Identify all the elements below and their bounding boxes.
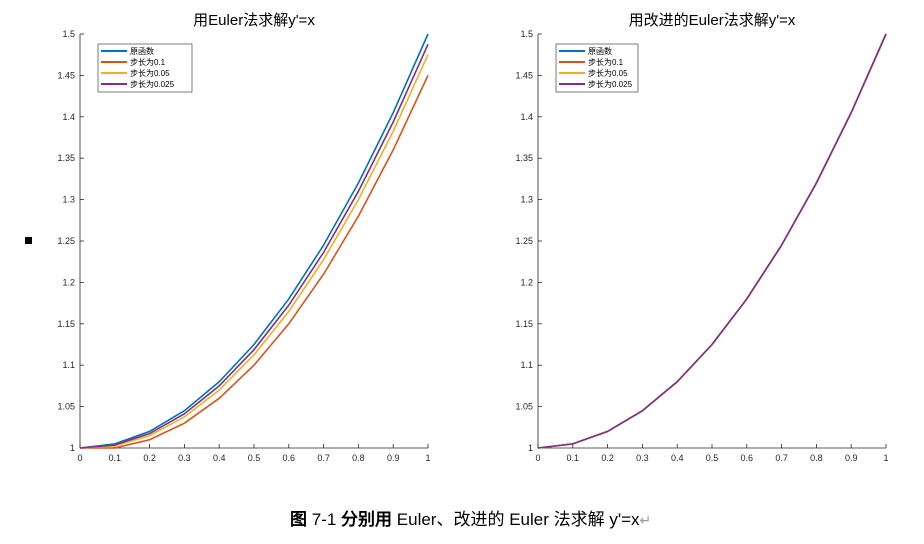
legend-label: 步长为0.05 [130, 68, 170, 78]
series-line-4 [79, 44, 429, 449]
x-tick-label: 0.3 [178, 453, 191, 463]
series-line-3 [79, 54, 429, 449]
legend-label: 步长为0.025 [130, 79, 175, 89]
x-tick-label: 0.3 [636, 453, 649, 463]
y-tick-label: 1.5 [62, 29, 75, 39]
figure: 0 0.1 0.2 0.3 0.4 0.5 0.6 0.7 0.8 0.9 1 1 1.05 1.1 1.1… [57, 12, 888, 463]
x-ticks: 0 0.1 0.2 0.3 0.4 0.5 0.6 0.7 0.8 0.9 1 [77, 444, 431, 463]
legend-label: 步长为0.025 [588, 79, 633, 89]
x-tick-label: 0.8 [352, 453, 365, 463]
x-tick-label: 0 [77, 453, 82, 463]
y-tick-label: 1.5 [520, 29, 533, 39]
chart-2: 0 0.1 0.2 0.3 0.4 0.5 0.6 0.7 0.8 0.9 1 1 1.05 1.1 1.1… [515, 12, 888, 463]
x-tick-label: 0.1 [109, 453, 122, 463]
legend-label: 步长为0.1 [130, 57, 166, 67]
legend-label: 原函数 [130, 46, 154, 56]
y-tick-label: 1.05 [515, 402, 533, 412]
x-tick-label: 0.2 [601, 453, 614, 463]
return-mark-icon: ↵ [639, 512, 652, 528]
caption-number: 7-1 [311, 510, 337, 529]
y-tick-label: 1.45 [57, 70, 75, 80]
legend-label: 步长为0.1 [588, 57, 624, 67]
x-tick-label: 0.9 [387, 453, 400, 463]
y-tick-label: 1.4 [62, 112, 75, 122]
x-tick-label: 0.8 [810, 453, 823, 463]
x-tick-label: 0.5 [706, 453, 719, 463]
x-tick-label: 0.2 [143, 453, 156, 463]
chart-title: 用改进的Euler法求解y'=x [629, 12, 796, 29]
x-tick-label: 0.7 [775, 453, 788, 463]
chart-1: 0 0.1 0.2 0.3 0.4 0.5 0.6 0.7 0.8 0.9 1 1 1.05 1.1 1.1… [57, 12, 430, 463]
x-tick-label: 0.4 [671, 453, 684, 463]
y-tick-label: 1.2 [520, 277, 533, 287]
x-tick-label: 0.9 [845, 453, 858, 463]
bullet-marker [25, 237, 32, 244]
x-tick-label: 0.4 [213, 453, 226, 463]
y-tick-label: 1.15 [57, 319, 75, 329]
x-tick-label: 1 [883, 453, 888, 463]
y-tick-label: 1.25 [515, 236, 533, 246]
legend-label: 原函数 [588, 46, 612, 56]
series-line-3 [537, 33, 887, 449]
y-tick-label: 1.05 [57, 402, 75, 412]
y-tick-label: 1.15 [515, 319, 533, 329]
y-tick-label: 1.25 [57, 236, 75, 246]
y-tick-label: 1.35 [57, 153, 75, 163]
y-tick-label: 1.3 [62, 195, 75, 205]
y-tick-label: 1.45 [515, 70, 533, 80]
caption-text: Euler、改进的 Euler 法求解 y'=x [396, 510, 640, 529]
figure-caption: 图 7-1 分别用 Euler、改进的 Euler 法求解 y'=x↵ [290, 505, 890, 530]
y-tick-label: 1.2 [62, 277, 75, 287]
series-line-4 [537, 33, 887, 449]
x-tick-label: 0.6 [283, 453, 296, 463]
series-line-1 [79, 33, 429, 449]
y-tick-label: 1.1 [520, 360, 533, 370]
y-tick-label: 1.1 [62, 360, 75, 370]
series-line-2 [80, 75, 429, 449]
series-line-2 [537, 33, 887, 449]
y-tick-label: 1.3 [520, 195, 533, 205]
caption-bold-text: 分别用 [341, 510, 393, 529]
chart-title: 用Euler法求解y'=x [193, 12, 315, 29]
x-tick-label: 0.1 [567, 453, 580, 463]
x-tick-label: 1 [425, 453, 430, 463]
legend-label: 步长为0.05 [588, 68, 628, 78]
x-tick-label: 0 [535, 453, 540, 463]
x-tick-label: 0.7 [317, 453, 330, 463]
x-tick-label: 0.6 [741, 453, 754, 463]
y-tick-label: 1 [70, 443, 75, 453]
y-tick-label: 1 [528, 443, 533, 453]
x-tick-label: 0.5 [248, 453, 261, 463]
x-ticks: 0 0.1 0.2 0.3 0.4 0.5 0.6 0.7 0.8 0.9 1 [535, 444, 889, 463]
y-tick-label: 1.35 [515, 153, 533, 163]
series-line-1 [537, 33, 887, 449]
y-tick-label: 1.4 [520, 112, 533, 122]
caption-label: 图 [290, 510, 307, 529]
y-ticks: 1 1.05 1.1 1.15 1.2 1.25 1.3 1.35 1.4 1.45 1.5 [515, 29, 542, 453]
